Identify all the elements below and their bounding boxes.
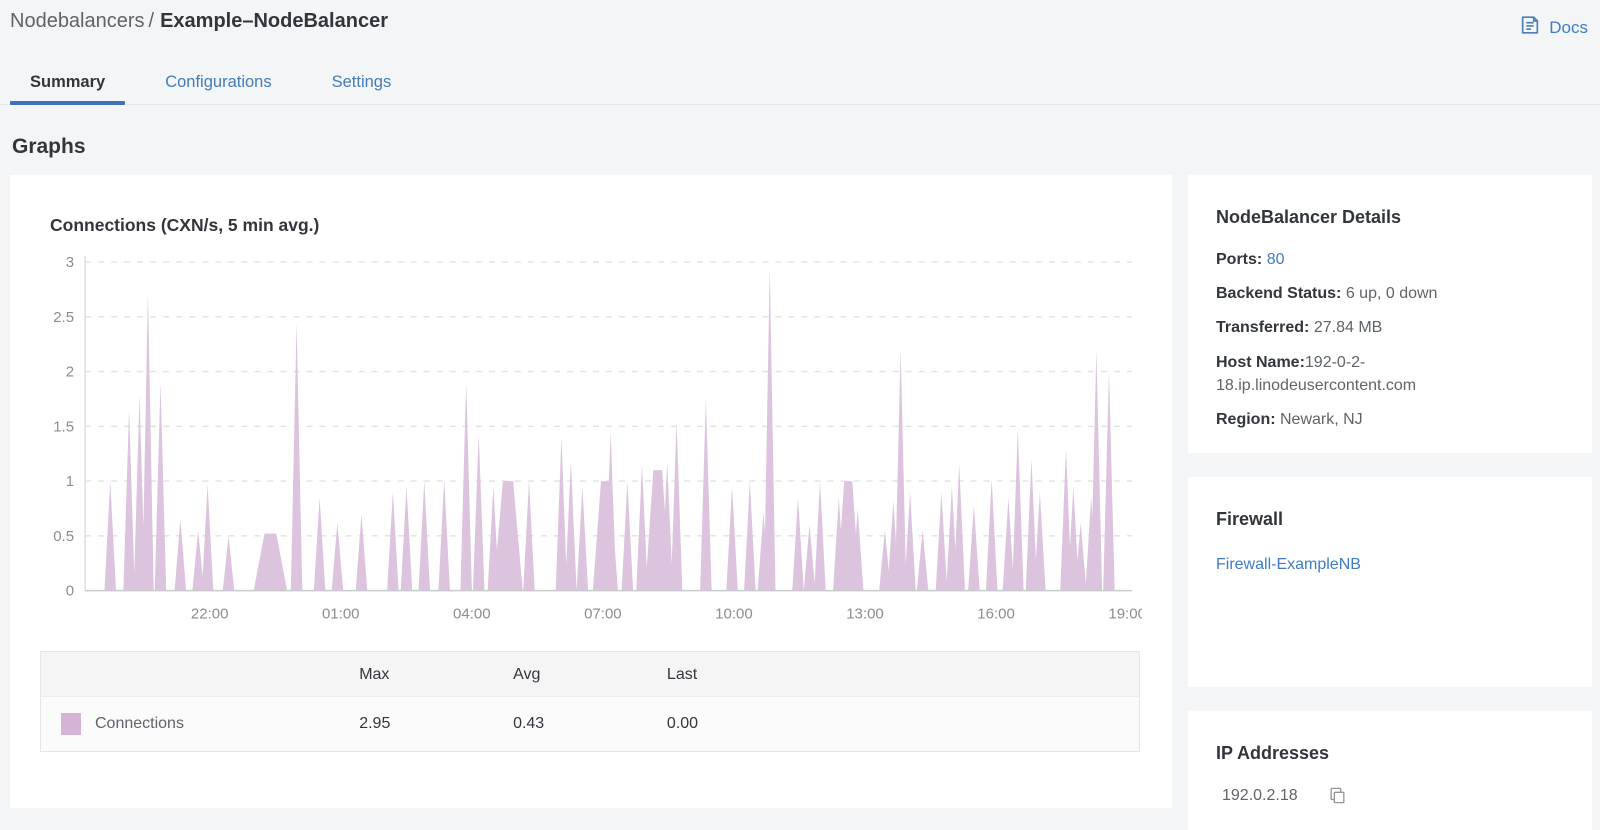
chart-svg: 0 0.5 1 1.5 2 2.5 3 22:00 01:00 04:00 07:00 10:00 13…	[53, 254, 1142, 623]
connections-area-chart: 0 0.5 1 1.5 2 2.5 3 22:00 01:00 04:00 07:00 10:00 13…	[40, 250, 1142, 629]
nodebalancer-details-card: NodeBalancer Details Ports: 80 Backend S…	[1188, 175, 1592, 453]
transferred-value: 27.84 MB	[1313, 319, 1383, 337]
region-label: Region:	[1216, 410, 1276, 428]
detail-row-host-name: Host Name:192-0-2-18.ip.linodeuserconten…	[1216, 351, 1556, 397]
legend-header-spacer	[820, 651, 1140, 697]
svg-text:1: 1	[66, 473, 74, 490]
breadcrumb-nodebalancers-link[interactable]: Nodebalancers	[10, 10, 145, 32]
firewall-link[interactable]: Firewall-ExampleNB	[1216, 556, 1361, 573]
detail-row-backend-status: Backend Status: 6 up, 0 down	[1216, 282, 1556, 305]
summary-sidebar: NodeBalancer Details Ports: 80 Backend S…	[1188, 175, 1592, 830]
breadcrumb-separator: /	[148, 10, 155, 32]
svg-text:13:00: 13:00	[846, 606, 884, 623]
ports-label: Ports:	[1216, 251, 1263, 268]
svg-text:10:00: 10:00	[715, 606, 753, 623]
chart-title: Connections (CXN/s, 5 min avg.)	[50, 215, 320, 235]
tab-summary[interactable]: Summary	[10, 63, 126, 105]
backend-status-value: 6 up, 0 down	[1345, 285, 1438, 303]
legend-header-max: Max	[359, 651, 514, 697]
connections-series-swatch	[61, 712, 81, 735]
copy-icon	[1328, 787, 1347, 808]
host-name-label: Host Name:	[1216, 353, 1305, 371]
legend-avg-value: 0.43	[513, 714, 545, 732]
svg-text:16:00: 16:00	[977, 606, 1015, 623]
svg-text:04:00: 04:00	[453, 606, 491, 623]
svg-text:2.5: 2.5	[53, 309, 74, 326]
details-title: NodeBalancer Details	[1216, 207, 1402, 227]
tab-configurations[interactable]: Configurations	[165, 73, 272, 91]
host-name-value: 192-0-2-18.ip.linodeusercontent.com	[1216, 353, 1417, 394]
docs-label: Docs	[1549, 17, 1588, 37]
firewall-card: Firewall Firewall-ExampleNB	[1188, 477, 1592, 687]
ip-addresses-title: IP Addresses	[1216, 743, 1330, 763]
content-row: Connections (CXN/s, 5 min avg.) 0 0.5 1 1.5…	[0, 175, 1600, 830]
tab-bar: Summary Configurations Settings	[0, 63, 1600, 105]
svg-text:0: 0	[66, 583, 74, 600]
svg-text:01:00: 01:00	[322, 606, 360, 623]
ip-addresses-card: IP Addresses 192.0.2.18	[1188, 711, 1592, 830]
top-bar: Nodebalancers / Example–NodeBalancer Docs	[0, 0, 1600, 41]
svg-text:3: 3	[66, 254, 74, 271]
legend-row-spacer	[821, 696, 1140, 751]
svg-text:0.5: 0.5	[53, 528, 74, 545]
svg-text:07:00: 07:00	[584, 606, 622, 623]
legend-header-last: Last	[666, 651, 821, 697]
docs-link[interactable]: Docs	[1519, 10, 1590, 41]
legend-header-avg: Avg	[513, 651, 667, 697]
docs-icon	[1519, 14, 1541, 41]
detail-row-ports: Ports: 80	[1216, 248, 1556, 271]
copy-ip-button[interactable]	[1328, 786, 1347, 805]
backend-status-label: Backend Status:	[1216, 285, 1342, 303]
breadcrumb: Nodebalancers / Example–NodeBalancer	[10, 10, 388, 33]
transferred-label: Transferred:	[1216, 319, 1310, 337]
ip-address-row: 192.0.2.18	[1216, 786, 1564, 805]
legend-row-connections: Connections 2.95 0.43 0.00	[41, 696, 1140, 751]
detail-row-region: Region: Newark, NJ	[1216, 408, 1556, 431]
legend-series-cell: Connections	[41, 696, 360, 751]
ip-address-value: 192.0.2.18	[1222, 786, 1298, 804]
region-value: Newark, NJ	[1280, 410, 1363, 428]
legend-max-value: 2.95	[359, 714, 391, 732]
page-title: Example–NodeBalancer	[160, 10, 388, 32]
legend-series-name: Connections	[95, 714, 184, 732]
tab-settings[interactable]: Settings	[331, 73, 392, 91]
svg-text:1.5: 1.5	[53, 418, 74, 435]
svg-text:2: 2	[66, 364, 74, 381]
ports-value-link[interactable]: 80	[1266, 251, 1285, 268]
legend-table: Max Avg Last Connections 2.95 0.43 0.00	[40, 650, 1140, 752]
connections-graph-card: Connections (CXN/s, 5 min avg.) 0 0.5 1 1.5…	[10, 175, 1172, 808]
legend-last-value: 0.00	[666, 714, 699, 732]
detail-row-transferred: Transferred: 27.84 MB	[1216, 316, 1556, 339]
svg-text:22:00: 22:00	[191, 606, 229, 623]
graphs-heading: Graphs	[12, 135, 86, 158]
legend-header-row: Max Avg Last	[40, 651, 1140, 697]
svg-text:19:00: 19:00	[1108, 606, 1142, 623]
firewall-title: Firewall	[1216, 509, 1284, 529]
legend-header-series	[40, 651, 360, 697]
